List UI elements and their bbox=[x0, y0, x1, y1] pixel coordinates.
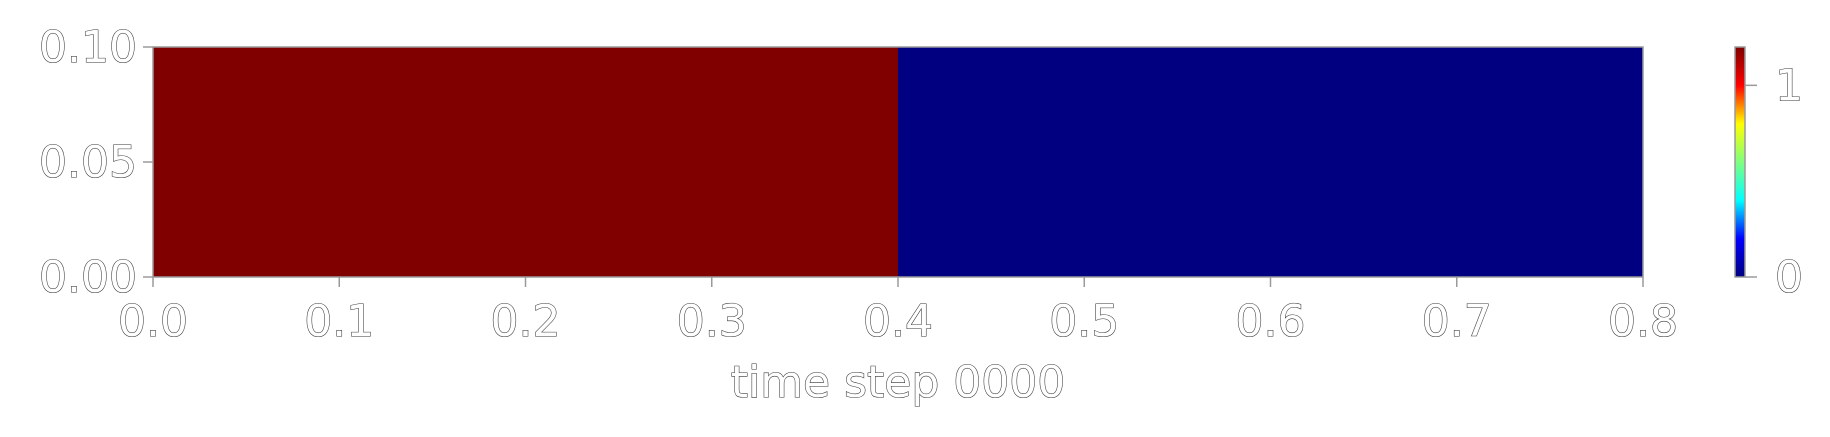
heatmap-region-1 bbox=[898, 47, 1643, 277]
x-axis-label: time step 0000 bbox=[731, 357, 1066, 408]
colorbar-gradient bbox=[1735, 47, 1745, 277]
x-tick-label: 0.8 bbox=[1608, 296, 1678, 347]
x-tick-label: 0.3 bbox=[677, 296, 747, 347]
x-tick-label: 0.0 bbox=[118, 296, 188, 347]
x-tick-label: 0.1 bbox=[304, 296, 374, 347]
colorbar-ticks: 01 bbox=[1745, 60, 1804, 304]
heatmap-region-0 bbox=[153, 47, 898, 277]
y-axis: 0.00 0.05 0.10 bbox=[38, 21, 153, 304]
colorbar-frame bbox=[1734, 46, 1746, 278]
colorbar-tick-label: 1 bbox=[1775, 60, 1803, 111]
y-tick-label: 0.10 bbox=[39, 22, 137, 73]
x-tick-label: 0.4 bbox=[863, 296, 933, 347]
x-axis: 0.0 0.1 0.2 0.3 0.4 0.5 0.6 0.7 0.8 bbox=[117, 277, 1679, 348]
y-tick-label: 0.05 bbox=[39, 137, 137, 188]
colorbar: 01 bbox=[1734, 46, 1804, 304]
x-tick-label: 0.6 bbox=[1236, 296, 1306, 347]
y-tick-label: 0.00 bbox=[39, 252, 137, 303]
x-tick-label: 0.7 bbox=[1422, 296, 1492, 347]
x-tick-label: 0.5 bbox=[1049, 296, 1119, 347]
heatmap-plot-area bbox=[153, 47, 1643, 277]
colorbar-tick-label: 0 bbox=[1775, 252, 1803, 303]
x-tick-label: 0.2 bbox=[491, 296, 561, 347]
